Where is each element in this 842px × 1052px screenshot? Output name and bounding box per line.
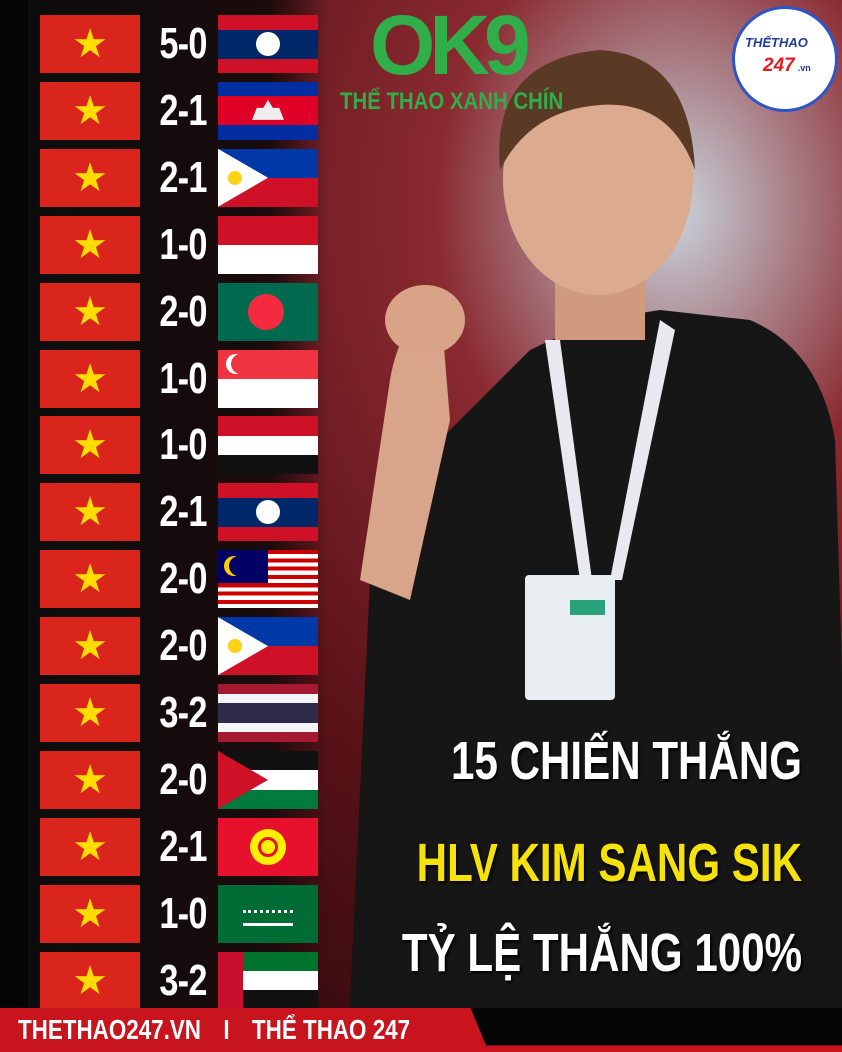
left-dark-strip — [0, 0, 28, 1052]
match-score: 3-2 — [159, 688, 207, 737]
star-icon: ★ — [72, 423, 108, 468]
match-score: 1-0 — [159, 353, 207, 403]
star-icon: ★ — [72, 891, 108, 936]
match-score: 1-0 — [159, 219, 207, 269]
footer-bar: THETHAO247.VN I THỂ THAO 247 — [0, 1008, 842, 1052]
vietnam-flag-icon: ★ — [40, 148, 140, 207]
malaysia-flag-icon — [218, 550, 318, 609]
vietnam-flag-icon: ★ — [40, 81, 140, 140]
vietnam-flag-icon: ★ — [40, 15, 140, 73]
vietnam-flag-icon: ★ — [40, 282, 140, 341]
match-row: ★ 1-0 — [40, 349, 320, 408]
star-icon: ★ — [72, 757, 108, 802]
match-score: 2-1 — [159, 821, 207, 871]
match-row: ★ 2-1 — [40, 81, 320, 140]
vietnam-flag-icon: ★ — [40, 617, 140, 676]
match-row: ★ 3-2 — [40, 951, 320, 1010]
star-icon: ★ — [72, 88, 108, 133]
headline-win-rate: TỶ LỆ THẮNG 100% — [401, 923, 802, 983]
indonesia-flag-icon — [218, 215, 318, 274]
match-score: 2-0 — [159, 754, 207, 804]
ok9-watermark: OK9 THỂ THAO XANH CHÍN — [340, 0, 610, 116]
vietnam-flag-icon: ★ — [40, 750, 140, 809]
match-score: 2-0 — [159, 554, 207, 604]
footer-black-cut — [470, 1008, 842, 1046]
singapore-flag-icon — [218, 349, 318, 408]
star-icon: ★ — [72, 222, 108, 267]
yemen-flag-icon — [218, 416, 318, 475]
vietnam-flag-icon: ★ — [40, 483, 140, 542]
match-row: ★ 2-0 — [40, 282, 320, 341]
star-icon: ★ — [72, 490, 108, 535]
match-score: 2-0 — [159, 621, 207, 671]
vietnam-flag-icon: ★ — [40, 215, 140, 274]
match-score: 1-0 — [159, 420, 207, 470]
match-row: ★ 3-2 — [40, 684, 320, 742]
star-icon: ★ — [72, 691, 108, 735]
laos-flag-icon — [218, 15, 318, 73]
vietnam-flag-icon: ★ — [40, 684, 140, 742]
star-icon: ★ — [72, 155, 108, 200]
headline-coach: HLV KIM SANG SIK — [416, 833, 802, 893]
star-icon: ★ — [72, 824, 108, 869]
vietnam-flag-icon: ★ — [40, 817, 140, 876]
vietnam-flag-icon: ★ — [40, 951, 140, 1010]
logo-text: THẾTHAO — [745, 35, 808, 50]
footer-brand: THỂ THAO 247 — [252, 1014, 411, 1045]
star-icon: ★ — [72, 624, 108, 669]
star-icon: ★ — [72, 356, 108, 401]
star-icon: ★ — [72, 22, 108, 66]
star-icon: ★ — [72, 557, 108, 602]
ok9-tagline: THỂ THAO XANH CHÍN — [340, 88, 564, 115]
match-score: 2-1 — [159, 487, 207, 537]
uae-flag-icon — [218, 951, 318, 1010]
match-score: 1-0 — [159, 888, 207, 938]
ok9-logo: OK9 — [370, 0, 531, 92]
jordan-flag-icon — [218, 750, 318, 809]
logo-number: 247 — [763, 55, 795, 76]
match-score: 2-0 — [159, 286, 207, 336]
footer-separator: I — [223, 1014, 230, 1045]
match-row: ★ 1-0 — [40, 215, 320, 274]
footer-site: THETHAO247.VN — [18, 1014, 201, 1045]
vietnam-flag-icon: ★ — [40, 416, 140, 475]
match-row: ★ 1-0 — [40, 416, 320, 475]
thailand-flag-icon — [218, 684, 318, 742]
vietnam-flag-icon: ★ — [40, 349, 140, 408]
match-score: 5-0 — [159, 19, 207, 68]
match-score: 3-2 — [159, 955, 207, 1005]
coach-photo — [350, 50, 842, 1020]
star-icon: ★ — [72, 289, 108, 334]
match-row: ★ 2-1 — [40, 817, 320, 876]
star-icon: ★ — [72, 958, 108, 1003]
philippines-flag-icon — [218, 617, 318, 676]
bangladesh-flag-icon — [218, 282, 318, 341]
match-score: 2-1 — [159, 85, 207, 135]
philippines-flag-icon — [218, 148, 318, 207]
match-score: 2-1 — [159, 152, 207, 202]
vietnam-flag-icon: ★ — [40, 884, 140, 943]
match-row: ★ 5-0 — [40, 15, 320, 73]
laos-flag-icon — [218, 483, 318, 542]
match-row: ★ 2-1 — [40, 148, 320, 207]
saudi-arabia-flag-icon — [218, 884, 318, 943]
match-row: ★ 2-0 — [40, 617, 320, 676]
match-row: ★ 1-0 — [40, 884, 320, 943]
match-row: ★ 2-0 — [40, 550, 320, 609]
kyrgyzstan-flag-icon — [218, 817, 318, 876]
logo-number-row: 247 .vn — [763, 55, 811, 77]
match-row: ★ 2-0 — [40, 750, 320, 809]
vietnam-flag-icon: ★ — [40, 550, 140, 609]
logo-domain: .vn — [797, 63, 811, 73]
match-row: ★ 2-1 — [40, 483, 320, 542]
headline-wins: 15 CHIẾN THẮNG — [450, 731, 802, 791]
thethao247-logo: THẾTHAO 247 .vn — [732, 6, 838, 112]
cambodia-flag-icon — [218, 81, 318, 140]
